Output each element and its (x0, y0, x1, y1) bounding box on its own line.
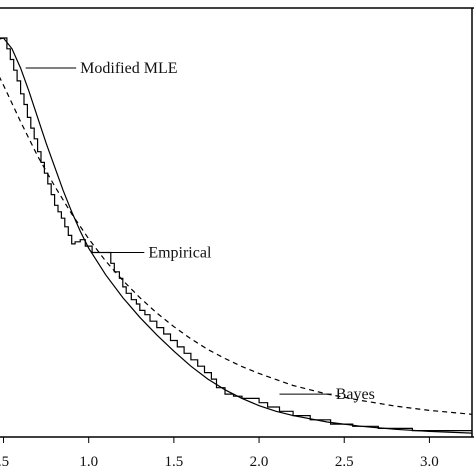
annotation-layer: Modified MLE Empirical Bayes (25, 60, 375, 403)
x-tick-label: .5 (0, 454, 9, 470)
series-line-empirical (0, 37, 472, 432)
plot-frame (0, 7, 474, 438)
series-line-modified-mle (0, 37, 473, 434)
annotation-label: Modified MLE (80, 60, 177, 77)
x-tick-label: 3.0 (420, 454, 439, 470)
x-tick-label: 2.0 (250, 454, 269, 470)
x-tick-label: 1.0 (79, 454, 98, 470)
x-tick-label: 1.5 (165, 454, 184, 470)
annotation-label: Empirical (148, 245, 212, 262)
series-layer (0, 37, 473, 434)
series-line-bayes (0, 76, 473, 415)
annotation-label: Bayes (336, 386, 375, 403)
x-axis: .5 1.0 1.5 2.0 2.5 3.0 (0, 437, 439, 470)
x-tick-label: 2.5 (335, 454, 354, 470)
